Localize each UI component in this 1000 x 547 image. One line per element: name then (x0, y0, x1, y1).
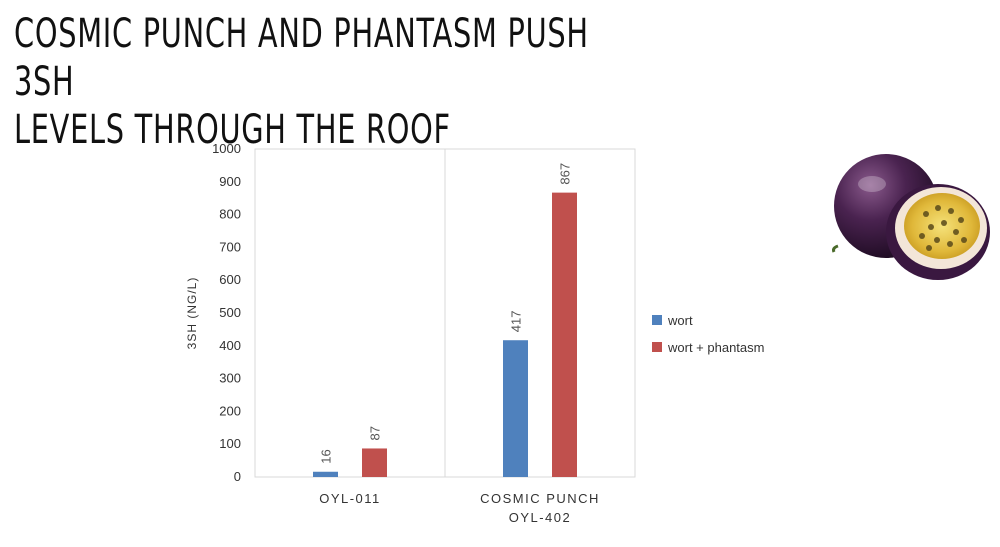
data-label: 417 (509, 311, 524, 333)
y-tick-label: 400 (219, 338, 241, 353)
slide-title: COSMIC PUNCH AND PHANTASM PUSH 3SH LEVEL… (14, 10, 590, 154)
y-tick-label: 200 (219, 403, 241, 418)
y-tick-label: 900 (219, 174, 241, 189)
x-tick-label: OYL-402 (509, 510, 572, 525)
x-tick-label: COSMIC PUNCH (480, 491, 600, 506)
y-tick-label: 800 (219, 207, 241, 222)
bar (503, 340, 528, 477)
bar (313, 471, 338, 477)
title-line-1: COSMIC PUNCH AND PHANTASM PUSH 3SH (14, 11, 589, 105)
legend-item-wort: wort (652, 311, 764, 329)
legend-label-wort-phantasm: wort + phantasm (668, 339, 765, 355)
y-tick-label: 700 (219, 239, 241, 254)
data-label: 867 (558, 163, 573, 185)
legend-swatch-wort-phantasm (652, 342, 662, 352)
y-tick-label: 600 (219, 272, 241, 287)
legend-swatch-wort (652, 315, 662, 325)
data-label: 16 (319, 449, 334, 463)
y-axis-label: 3SH (NG/L) (185, 277, 199, 350)
legend: wort wort + phantasm (652, 311, 764, 365)
y-tick-label: 1000 (212, 141, 241, 156)
bar (362, 448, 387, 477)
bar (552, 192, 577, 477)
y-tick-label: 0 (234, 469, 241, 484)
data-label: 87 (368, 426, 383, 440)
x-tick-label: OYL-011 (319, 491, 381, 506)
legend-item-wort-phantasm: wort + phantasm (652, 338, 764, 356)
passion-fruit-icon (832, 154, 990, 280)
y-tick-label: 500 (219, 305, 241, 320)
y-tick-label: 300 (219, 371, 241, 386)
legend-label-wort: wort (668, 312, 693, 328)
y-tick-label: 100 (219, 436, 241, 451)
title-line-2: LEVELS THROUGH THE ROOF (14, 107, 451, 153)
